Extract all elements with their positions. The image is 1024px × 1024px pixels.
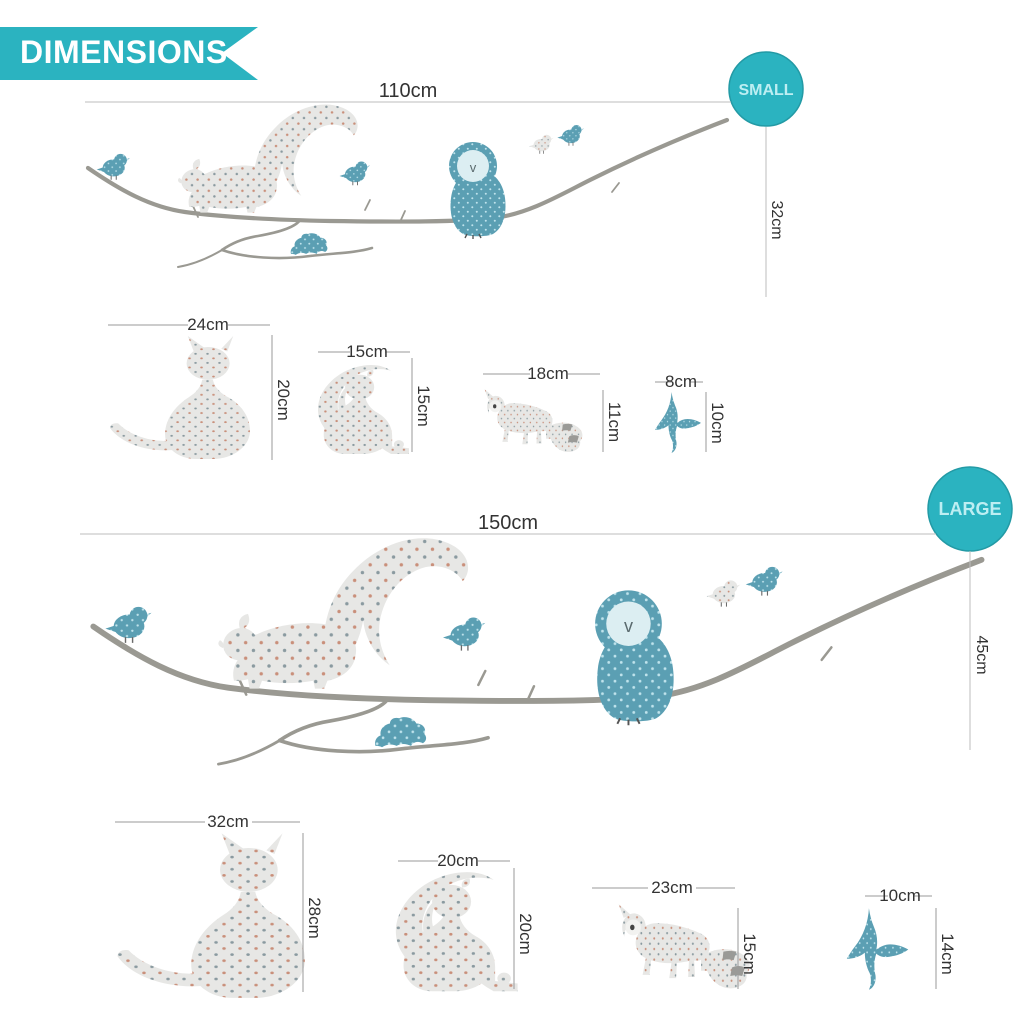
svg-text:20cm: 20cm [437, 851, 479, 870]
svg-text:15cm: 15cm [346, 342, 388, 361]
svg-text:15cm: 15cm [414, 385, 433, 427]
svg-text:18cm: 18cm [527, 364, 569, 383]
svg-text:LARGE: LARGE [939, 499, 1002, 519]
svg-text:23cm: 23cm [651, 878, 693, 897]
svg-text:14cm: 14cm [938, 933, 957, 975]
svg-text:20cm: 20cm [516, 913, 535, 955]
svg-text:15cm: 15cm [740, 933, 759, 975]
svg-text:32cm: 32cm [207, 812, 249, 831]
svg-text:24cm: 24cm [187, 315, 229, 334]
svg-text:28cm: 28cm [305, 897, 324, 939]
svg-text:8cm: 8cm [665, 372, 697, 391]
svg-text:11cm: 11cm [605, 402, 624, 442]
svg-text:45cm: 45cm [973, 635, 990, 674]
svg-text:20cm: 20cm [274, 379, 293, 421]
svg-text:10cm: 10cm [879, 886, 921, 905]
svg-text:32cm: 32cm [768, 200, 785, 239]
svg-text:SMALL: SMALL [738, 82, 793, 99]
svg-text:150cm: 150cm [478, 512, 538, 534]
svg-text:DIMENSIONS: DIMENSIONS [20, 34, 228, 70]
svg-text:110cm: 110cm [379, 80, 438, 102]
svg-text:10cm: 10cm [708, 402, 727, 444]
